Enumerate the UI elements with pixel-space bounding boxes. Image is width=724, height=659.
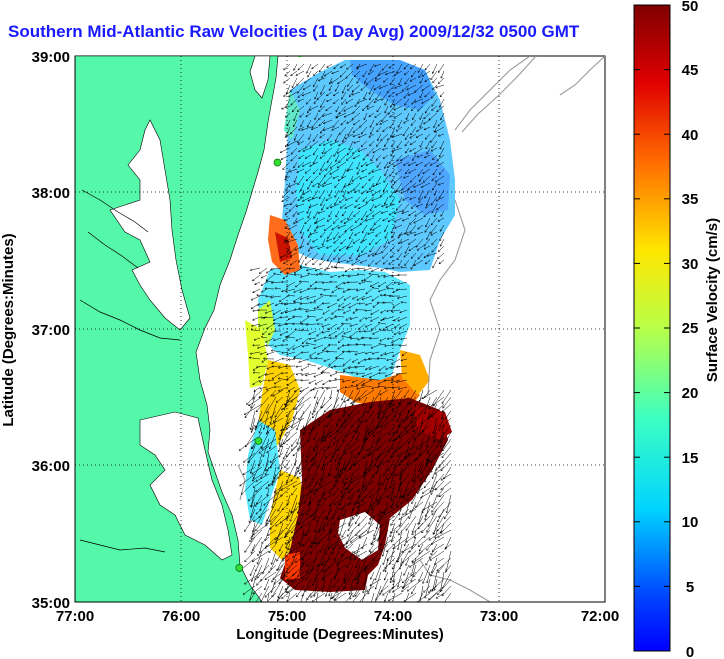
station-markers: [235, 56, 303, 572]
station-marker: [273, 158, 282, 167]
chesapeake-bay: [109, 119, 191, 331]
river-rappahannock: [87, 231, 139, 269]
colorbar-tick-label: 50: [682, 0, 699, 15]
y-tick-label: 36:00: [32, 458, 70, 475]
colorbar-tick-label: 40: [682, 127, 699, 144]
y-tick-label: 38:00: [32, 185, 70, 202]
axis-ticks: [74, 56, 605, 603]
y-tick-labels: 39:00 38:00 37:00 36:00 35:00: [32, 49, 70, 612]
colorbar-tick-label: 35: [682, 191, 699, 208]
x-tick-label: 73:00: [480, 608, 518, 625]
colorbar-tick-label: 45: [682, 62, 699, 79]
x-axis-title: Longitude (Degrees:Minutes): [236, 626, 444, 643]
land-mass: [75, 56, 279, 602]
colorbar-tick-label: 20: [682, 385, 699, 402]
y-axis-title: Latitude (Degrees:Minutes): [0, 233, 17, 426]
colorbar-ticks: [634, 4, 670, 587]
x-tick-label: 75:00: [268, 608, 306, 625]
y-tick-label: 35:00: [32, 595, 70, 612]
colorbar-tick-label: 0: [686, 644, 694, 659]
river-potomac: [81, 189, 149, 233]
map-title: Southern Mid-Atlantic Raw Velocities (1 …: [8, 22, 580, 41]
river-james: [79, 299, 181, 341]
x-tick-labels: 77:00 76:00 75:00 74:00 73:00 72:00: [56, 608, 619, 625]
x-tick-label: 76:00: [162, 608, 200, 625]
station-marker: [254, 437, 263, 445]
x-tick-label: 72:00: [581, 608, 619, 625]
x-tick-label: 77:00: [56, 608, 94, 625]
x-tick-label: 74:00: [374, 608, 412, 625]
colorbar-tick-label: 15: [682, 450, 699, 467]
station-marker: [235, 564, 244, 572]
river-neuse: [79, 539, 166, 553]
pamlico-sound: [139, 411, 233, 561]
colorbar-tick-label: 30: [682, 256, 699, 273]
delaware-bay: [249, 56, 271, 99]
colorbar-tick-labels: 50 45 40 35 30 25 20 15 10 5 0: [682, 0, 699, 659]
colorbar-title: Surface Velocity (cm/s): [704, 218, 721, 382]
colorbar-tick-label: 25: [682, 320, 699, 337]
y-tick-label: 39:00: [32, 49, 70, 66]
grid-lines: [75, 56, 605, 602]
colorbar-tick-label: 5: [686, 579, 694, 596]
colorbar-tick-label: 10: [682, 514, 699, 531]
y-tick-label: 37:00: [32, 322, 70, 339]
station-marker: [297, 56, 303, 58]
